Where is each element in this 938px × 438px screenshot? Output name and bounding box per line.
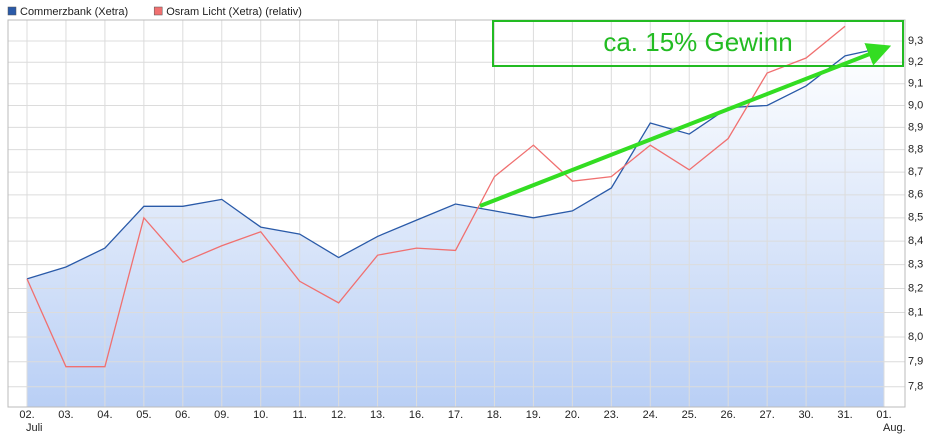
x-tick-label: 19. [526, 409, 541, 421]
y-tick-label: 7,8 [908, 381, 923, 393]
x-tick-label: 25. [682, 409, 697, 421]
x-tick-label: 06. [175, 409, 190, 421]
x-tick-label: 09. [214, 409, 229, 421]
x-tick-label: 17. [448, 409, 463, 421]
annotation: ca. 15% Gewinn [603, 27, 792, 57]
y-tick-label: 9,3 [908, 35, 923, 47]
x-tick-label: 11. [292, 409, 306, 421]
x-tick-label: 20. [565, 409, 580, 421]
y-tick-label: 8,9 [908, 121, 923, 133]
y-tick-label: 9,2 [908, 56, 923, 68]
trend-arrow [479, 43, 892, 208]
x-tick-label: 18. [487, 409, 502, 421]
y-tick-label: 8,5 [908, 212, 923, 224]
y-tick-label: 8,8 [908, 144, 923, 156]
y-tick-label: 8,1 [908, 306, 923, 318]
x-tick-label: 27. [759, 409, 774, 421]
y-tick-label: 8,0 [908, 331, 923, 343]
y-tick-label: 7,9 [908, 356, 923, 368]
x-tick-label: 13. [370, 409, 385, 421]
x-tick-label: 05. [136, 409, 151, 421]
plot-frame [7, 19, 906, 408]
series-line [26, 25, 846, 368]
x-tick-label: 23. [604, 409, 619, 421]
series-line [26, 46, 885, 280]
x-month-label: Juli [26, 422, 43, 434]
annotation-box [492, 20, 904, 67]
y-tick-label: 8,7 [908, 166, 923, 178]
x-tick-label: 04. [97, 409, 112, 421]
legend-swatch [7, 6, 17, 16]
x-tick-label: 26. [721, 409, 736, 421]
x-tick-label: 10. [253, 409, 268, 421]
y-tick-label: 9,1 [908, 78, 923, 90]
legend-swatch [153, 6, 163, 16]
x-tick-label: 12. [331, 409, 346, 421]
y-tick-label: 8,6 [908, 189, 923, 201]
y-tick-label: 8,2 [908, 282, 923, 294]
x-tick-label: 30. [798, 409, 813, 421]
x-tick-label: 24. [643, 409, 658, 421]
x-tick-label: 03. [58, 409, 73, 421]
plot-area [8, 20, 905, 408]
x-tick-label: 16. [409, 409, 424, 421]
x-month-label: Aug. [883, 422, 906, 434]
x-tick-label: 31. [837, 409, 852, 421]
x-tick-label: 02. [19, 409, 34, 421]
y-tick-label: 9,0 [908, 99, 923, 111]
y-tick-label: 8,4 [908, 235, 923, 247]
legend-label: Osram Licht (Xetra) (relativ) [166, 6, 302, 18]
x-tick-label: 01. [876, 409, 891, 421]
legend-label: Commerzbank (Xetra) [20, 6, 128, 18]
y-tick-label: 8,3 [908, 259, 923, 271]
